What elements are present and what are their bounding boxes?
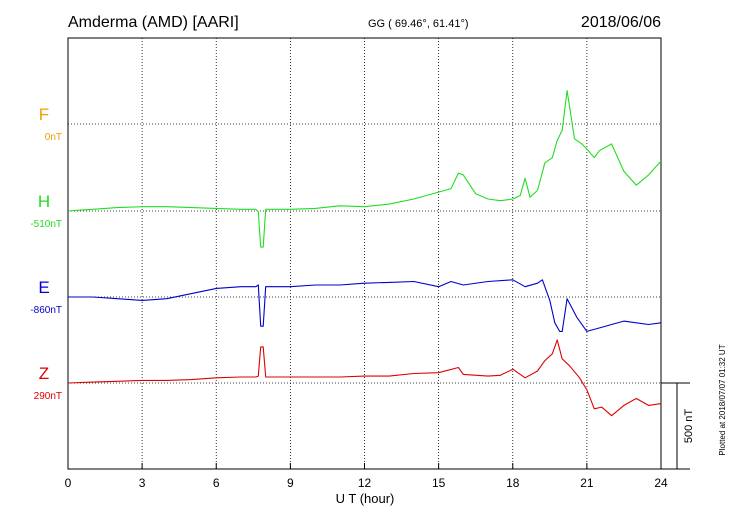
date-label: 2018/06/06 bbox=[581, 14, 661, 31]
series-line-e bbox=[68, 279, 662, 332]
coords-label: GG ( 69.46°, 61.41°) bbox=[368, 18, 469, 30]
x-tick-label: 3 bbox=[139, 476, 146, 490]
series-line-h bbox=[67, 90, 662, 248]
grid bbox=[68, 38, 661, 469]
x-tick-label: 21 bbox=[580, 476, 594, 490]
series-line-z bbox=[67, 339, 662, 417]
x-tick-label: 18 bbox=[506, 476, 520, 490]
plotted-note: Plotted at 2018/07/07 01:32 UT bbox=[718, 344, 727, 455]
series-name-z: Z bbox=[39, 364, 49, 383]
scale-bar-label: 500 nT bbox=[683, 409, 695, 444]
scale-bar: 500 nT bbox=[661, 382, 695, 470]
series-baseline-f: 0nT bbox=[45, 132, 62, 143]
x-tick-label: 24 bbox=[654, 476, 668, 490]
series-layer bbox=[67, 90, 662, 417]
x-tick-label: 0 bbox=[65, 476, 72, 490]
series-baseline-h: -510nT bbox=[30, 219, 62, 230]
series-name-h: H bbox=[38, 192, 50, 211]
series-name-e: E bbox=[38, 278, 49, 297]
series-baseline-z: 290nT bbox=[34, 391, 62, 402]
x-ticks: 0 3 6 9 12 15 18 21 24 bbox=[65, 463, 668, 490]
station-title: Amderma (AMD) [AARI] bbox=[68, 14, 239, 31]
series-baseline-e: -860nT bbox=[30, 305, 62, 316]
x-tick-label: 9 bbox=[287, 476, 294, 490]
x-axis-label: U T (hour) bbox=[336, 491, 395, 506]
series-labels: F 0nT H -510nT E -860nT Z 290nT bbox=[30, 105, 62, 402]
x-tick-label: 15 bbox=[432, 476, 446, 490]
x-tick-label: 6 bbox=[213, 476, 220, 490]
series-name-f: F bbox=[39, 105, 49, 124]
x-tick-label: 12 bbox=[358, 476, 372, 490]
